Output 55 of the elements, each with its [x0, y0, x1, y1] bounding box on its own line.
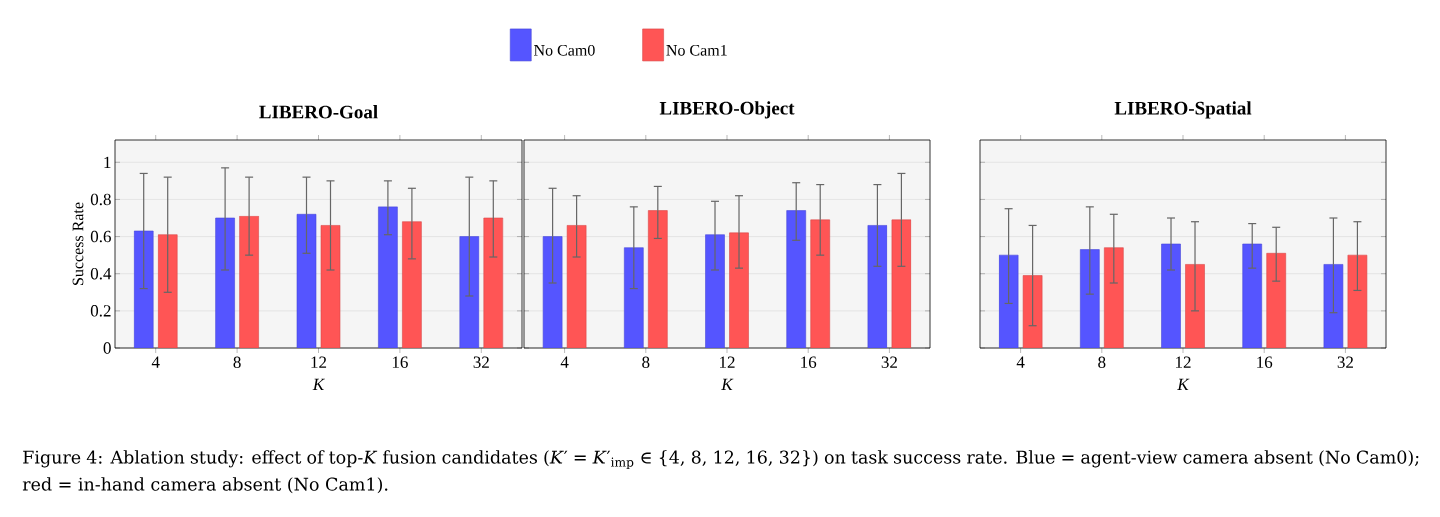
x-axis-title: K — [312, 378, 325, 391]
y-tick-label: 0.4 — [90, 267, 112, 280]
y-axis-title: Success Rate — [72, 202, 84, 285]
bar — [402, 221, 422, 349]
bar — [1104, 247, 1124, 349]
x-tick-label: 12 — [1176, 356, 1191, 368]
y-tick-label: 1 — [104, 156, 111, 168]
bar — [1266, 252, 1287, 349]
text: Figure 4: Ablation study: effect of top-K fusion candidates (K′ = K′$_{imp}$ ∈ {4, 8, 12, 16, 32}) on task success rate. Blue = agent-view camera absent (No Cam0); red = in-hand camera absent (No Cam1). — [22, 450, 1419, 494]
x-tick-label: 32 — [473, 356, 489, 368]
bar — [624, 247, 644, 349]
legend-label: No Cam1 — [666, 44, 727, 56]
x-axis-title: K — [1177, 378, 1190, 391]
chart-title: LIBERO-Object — [659, 101, 795, 119]
bar — [891, 219, 912, 349]
x-tick-label: 32 — [1337, 356, 1353, 368]
x-tick-label: 4 — [1016, 356, 1025, 368]
bar — [483, 217, 504, 349]
x-tick-label: 16 — [801, 356, 817, 368]
x-axis-title: K — [721, 378, 734, 391]
x-tick-label: 12 — [720, 356, 735, 368]
x-tick-label: 32 — [881, 356, 897, 368]
y-tick-label: 0 — [103, 342, 111, 354]
bar — [320, 225, 341, 349]
bar — [786, 210, 807, 349]
x-tick-label: 8 — [1098, 356, 1106, 369]
bar — [729, 232, 749, 349]
x-tick-label: 4 — [151, 356, 160, 368]
y-tick-label: 0.6 — [90, 230, 111, 243]
bar — [867, 225, 888, 349]
bar — [705, 234, 725, 349]
x-tick-label: 16 — [1257, 356, 1273, 368]
bar — [296, 213, 317, 349]
chart-title: LIBERO-Spatial — [1114, 101, 1252, 119]
bar — [239, 215, 259, 349]
bar — [566, 225, 587, 349]
bar — [810, 219, 831, 349]
legend-label: No Cam0 — [534, 44, 595, 56]
x-tick-label: 16 — [392, 356, 408, 368]
x-tick-label: 4 — [560, 356, 569, 368]
bar — [1347, 254, 1368, 349]
bar — [133, 230, 154, 349]
x-tick-label: 8 — [233, 356, 241, 369]
bar — [542, 236, 563, 349]
y-tick-label: 0.2 — [90, 305, 111, 317]
y-tick-label: 0.8 — [90, 193, 111, 206]
chart-title: LIBERO-Goal — [259, 105, 378, 119]
bar — [1080, 249, 1100, 349]
bar — [648, 210, 668, 349]
x-tick-label: 12 — [311, 356, 327, 368]
bar — [1242, 243, 1263, 349]
bar — [378, 206, 398, 349]
x-tick-label: 8 — [642, 356, 650, 369]
bar — [1161, 243, 1181, 349]
bar — [215, 217, 235, 349]
